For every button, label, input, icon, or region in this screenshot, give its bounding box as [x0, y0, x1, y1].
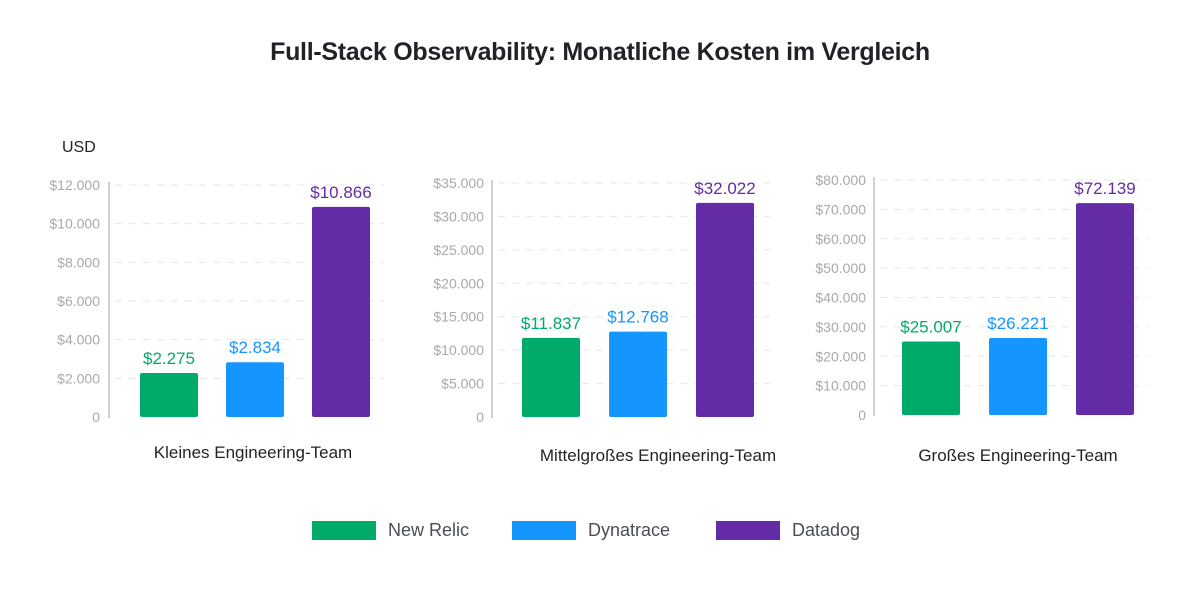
y-tick-label: $50.000 — [815, 260, 866, 276]
bar-dynatrace — [989, 337, 1047, 415]
y-tick-label: $4.000 — [57, 332, 100, 348]
y-tick-label: $10.000 — [433, 342, 484, 358]
bar-datadog — [1076, 203, 1134, 415]
legend: New Relic Dynatrace Datadog — [0, 518, 1200, 542]
value-label-dynatrace: $26.221 — [987, 314, 1048, 333]
y-tick-label: $80.000 — [815, 172, 866, 188]
y-tick-label: $25.000 — [433, 242, 484, 258]
value-label-dynatrace: $12.768 — [607, 308, 668, 327]
y-tick-label: $15.000 — [433, 309, 484, 325]
bar-new-relic — [140, 373, 198, 417]
bar-datadog — [696, 202, 754, 417]
y-tick-label: $6.000 — [57, 293, 100, 309]
chart-category-title: Großes Engineering-Team — [918, 446, 1117, 465]
y-tick-label: $40.000 — [815, 290, 866, 306]
value-label-datadog: $72.139 — [1074, 179, 1135, 198]
value-label-datadog: $10.866 — [310, 183, 371, 202]
y-tick-label: 0 — [92, 409, 100, 425]
chart-category-title: Kleines Engineering-Team — [154, 443, 352, 462]
bar-dynatrace — [609, 331, 667, 417]
y-tick-label: $70.000 — [815, 201, 866, 217]
y-tick-label: 0 — [858, 407, 866, 423]
y-tick-label: $12.000 — [49, 177, 100, 193]
y-axis-unit-label: USD — [62, 139, 96, 156]
y-tick-label: $30.000 — [433, 208, 484, 224]
value-label-datadog: $32.022 — [694, 179, 755, 198]
bar-dynatrace — [226, 362, 284, 417]
y-tick-label: $20.000 — [815, 348, 866, 364]
legend-label: Dynatrace — [588, 519, 671, 540]
bar-new-relic — [902, 341, 960, 415]
legend-item-dynatrace: Dynatrace — [512, 518, 670, 542]
y-tick-label: $10.000 — [815, 378, 866, 394]
value-label-new-relic: $2.275 — [143, 349, 195, 368]
legend-item-new-relic: New Relic — [312, 518, 469, 542]
value-label-dynatrace: $2.834 — [229, 338, 281, 357]
bar-new-relic — [522, 337, 580, 417]
bar-datadog — [312, 206, 370, 417]
y-tick-label: $20.000 — [433, 275, 484, 291]
y-tick-label: 0 — [476, 409, 484, 425]
legend-swatch-new-relic — [312, 520, 376, 540]
chart-title: Full-Stack Observability: Monatliche Kos… — [270, 38, 930, 66]
legend-label: New Relic — [388, 519, 470, 540]
y-tick-label: $35.000 — [433, 175, 484, 191]
y-tick-label: $5.000 — [441, 376, 484, 392]
legend-item-datadog: Datadog — [716, 518, 860, 542]
y-tick-label: $30.000 — [815, 319, 866, 335]
y-tick-label: $10.000 — [49, 216, 100, 232]
value-label-new-relic: $25.007 — [900, 318, 961, 337]
y-tick-label: $2.000 — [57, 370, 100, 386]
legend-swatch-dynatrace — [512, 520, 576, 540]
y-tick-label: $60.000 — [815, 231, 866, 247]
value-label-new-relic: $11.837 — [521, 314, 581, 333]
chart-category-title: Mittelgroßes Engineering-Team — [540, 446, 776, 465]
legend-swatch-datadog — [716, 520, 780, 540]
y-tick-label: $8.000 — [57, 254, 100, 270]
legend-label: Datadog — [792, 519, 861, 540]
